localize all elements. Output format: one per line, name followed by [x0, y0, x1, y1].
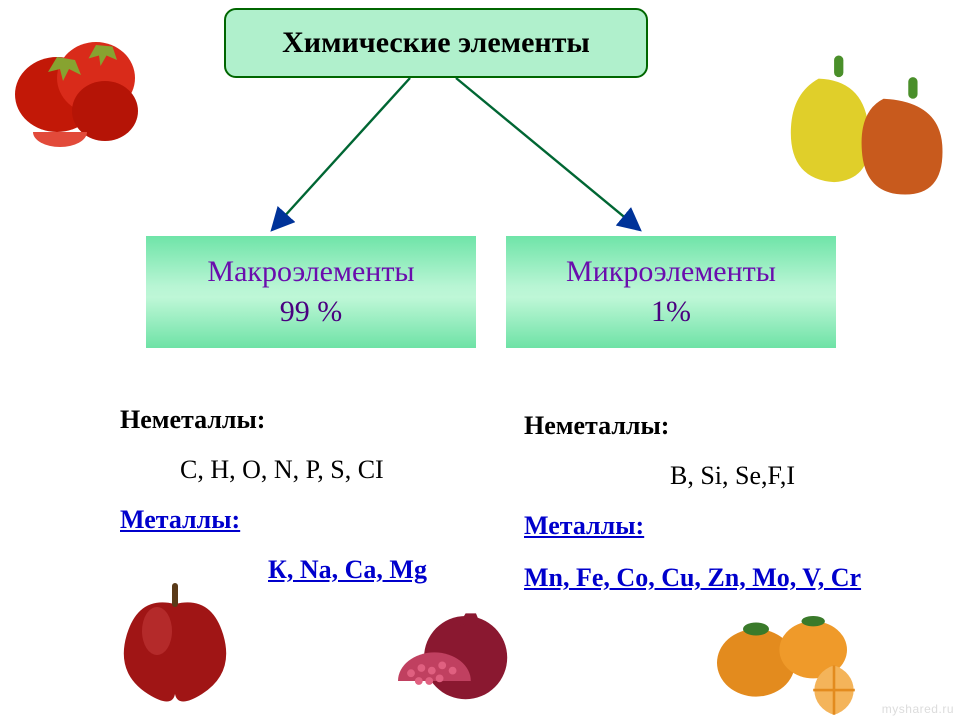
macro-metals-label: Металлы: — [120, 504, 240, 535]
branch-arrows — [0, 0, 960, 720]
micro-metals-list: Mn, Fe, Co, Cu, Zn, Mo, V, Cr — [524, 562, 861, 593]
peppers-image — [770, 40, 960, 210]
micro-nonmetals-list: B, Si, Se,F,I — [670, 460, 795, 491]
root-title-box: Химические элементы — [224, 8, 648, 78]
macro-percent: 99 % — [280, 295, 343, 329]
macro-nonmetals-label: Неметаллы: — [120, 404, 265, 435]
micro-metals-label: Металлы: — [524, 510, 644, 541]
macro-category-box: Макроэлементы 99 % — [146, 236, 476, 348]
tangerines-image — [700, 590, 890, 720]
micro-percent: 1% — [651, 295, 691, 329]
macro-nonmetals-list: C, H, O, N, P, S, CI — [180, 454, 384, 485]
micro-category-box: Микроэлементы 1% — [506, 236, 836, 348]
pomegranate-image — [370, 590, 530, 720]
micro-title: Микроэлементы — [566, 255, 776, 289]
slide-stage: Химические элементы Макроэлементы 99 % М… — [0, 0, 960, 720]
micro-nonmetals-label: Неметаллы: — [524, 410, 669, 441]
apple-image — [100, 562, 250, 712]
macro-title: Макроэлементы — [207, 255, 414, 289]
macro-metals-list: К, Na, Ca, Mg — [268, 554, 427, 585]
root-title-text: Химические элементы — [282, 26, 590, 60]
tomatoes-image — [0, 12, 150, 162]
watermark-text: myshared.ru — [882, 702, 954, 716]
